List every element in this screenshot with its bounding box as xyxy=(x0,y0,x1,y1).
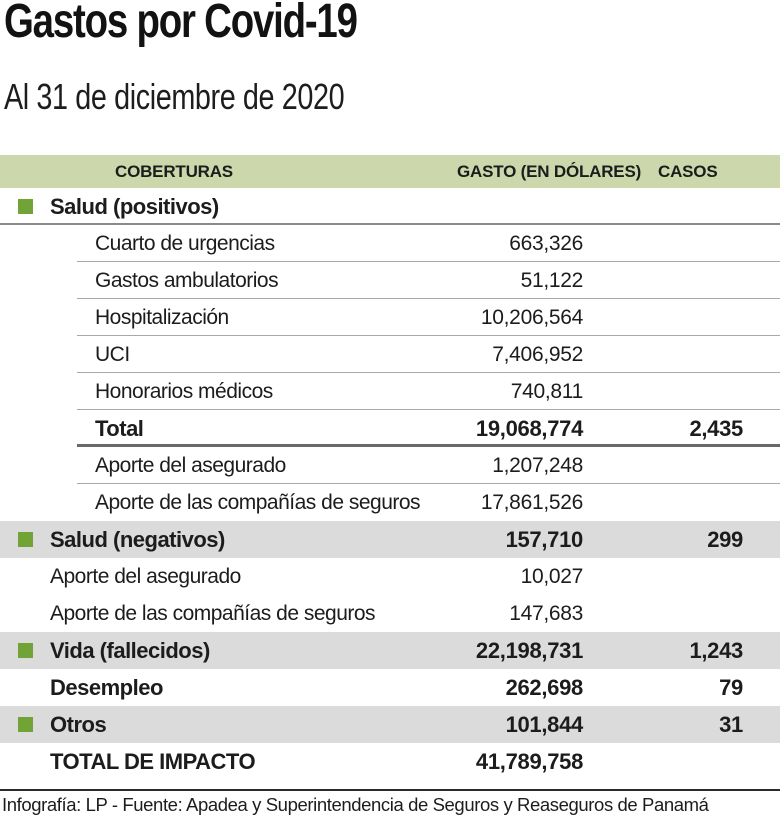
row-casos-value: 299 xyxy=(707,526,743,552)
table-row: Salud (negativos) 157,710 299 xyxy=(0,521,780,558)
row-label: Aporte de las compañías de seguros xyxy=(95,490,421,514)
row-gasto-value: 41,789,758 xyxy=(475,748,583,774)
green-square-bullet-icon xyxy=(18,717,33,732)
row-label: TOTAL DE IMPACTO xyxy=(50,748,256,774)
source-credit: Infografía: LP - Fuente: Apadea y Superi… xyxy=(2,794,709,815)
row-gasto-value: 157,710 xyxy=(505,526,584,552)
green-square-bullet-icon xyxy=(18,643,33,658)
footer-divider xyxy=(0,789,780,791)
row-label: Honorarios médicos xyxy=(95,379,273,403)
row-casos-value: 2,435 xyxy=(689,415,743,441)
table-row: Otros 101,844 31 xyxy=(0,706,780,743)
row-label: Desempleo xyxy=(50,674,163,700)
row-gasto-value: 51,122 xyxy=(520,268,584,292)
row-gasto-value: 10,027 xyxy=(520,564,584,588)
row-gasto-value: 147,683 xyxy=(509,601,583,625)
col-header-casos: CASOS xyxy=(658,162,718,181)
row-label: Gastos ambulatorios xyxy=(95,268,279,292)
row-gasto-value: 17,861,526 xyxy=(480,490,583,514)
table-row: Aporte de las compañías de seguros 17,861… xyxy=(0,484,780,521)
table-row: Desempleo 262,698 79 xyxy=(0,669,780,706)
row-label: Total xyxy=(95,415,144,441)
col-header-gasto: GASTO (EN DÓLARES) xyxy=(457,162,642,181)
table-body: Salud (positivos) Cuarto de urgencias 663,… xyxy=(0,188,780,780)
table-row: Hospitalización 10,206,564 xyxy=(0,299,780,336)
col-header-coberturas: COBERTURAS xyxy=(115,162,233,181)
row-label: Vida (fallecidos) xyxy=(50,637,210,663)
green-square-bullet-icon xyxy=(18,199,33,214)
row-label: Aporte del asegurado xyxy=(50,564,241,588)
row-label: Salud (positivos) xyxy=(50,193,219,219)
table-row: Cuarto de urgencias 663,326 xyxy=(0,225,780,262)
subtitle-date: Al 31 de diciembre de 2020 xyxy=(4,76,345,117)
table-row: Salud (positivos) xyxy=(0,188,780,225)
row-gasto-value: 10,206,564 xyxy=(480,305,583,329)
green-square-bullet-icon xyxy=(18,532,33,547)
table-row: Total 19,068,774 2,435 xyxy=(0,410,780,447)
row-gasto-value: 7,406,952 xyxy=(492,342,583,366)
row-casos-value: 1,243 xyxy=(689,637,743,663)
row-label: Aporte del asegurado xyxy=(95,453,286,477)
table-row: Aporte del asegurado 1,207,248 xyxy=(0,447,780,484)
table-row: Vida (fallecidos) 22,198,731 1,243 xyxy=(0,632,780,669)
row-gasto-value: 1,207,248 xyxy=(492,453,583,477)
row-gasto-value: 663,326 xyxy=(509,231,583,255)
table-header-band: COBERTURAS GASTO (EN DÓLARES) CASOS xyxy=(0,155,780,188)
row-gasto-value: 101,844 xyxy=(505,711,584,737)
page-title: Gastos por Covid-19 xyxy=(4,0,358,48)
table-row: Honorarios médicos 740,811 xyxy=(0,373,780,410)
table-row: TOTAL DE IMPACTO 41,789,758 xyxy=(0,743,780,780)
row-gasto-value: 740,811 xyxy=(510,379,584,403)
table-row: UCI 7,406,952 xyxy=(0,336,780,373)
row-label: Cuarto de urgencias xyxy=(95,231,275,255)
table-row: Aporte del asegurado 10,027 xyxy=(0,558,780,595)
row-casos-value: 31 xyxy=(719,711,743,737)
row-gasto-value: 22,198,731 xyxy=(475,637,583,663)
row-gasto-value: 19,068,774 xyxy=(475,415,583,441)
row-label: Salud (negativos) xyxy=(50,526,225,552)
row-label: Otros xyxy=(50,711,107,737)
table-row: Aporte de las compañías de seguros 147,68… xyxy=(0,595,780,632)
row-casos-value: 79 xyxy=(719,674,743,700)
table-row: Gastos ambulatorios 51,122 xyxy=(0,262,780,299)
row-label: Aporte de las compañías de seguros xyxy=(50,601,376,625)
row-label: UCI xyxy=(95,342,130,366)
row-label: Hospitalización xyxy=(95,305,229,329)
row-gasto-value: 262,698 xyxy=(505,674,584,700)
